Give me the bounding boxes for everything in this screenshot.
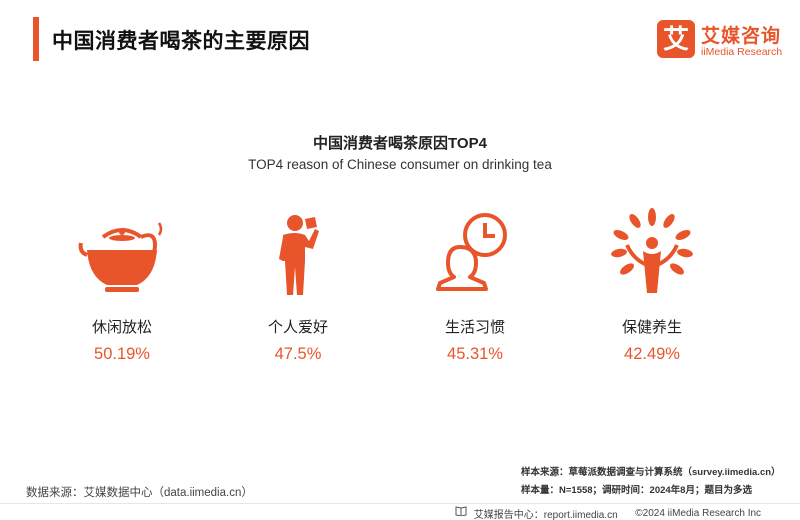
person-clock-icon [436, 213, 507, 291]
chart-subtitle: TOP4 reason of Chinese consumer on drink… [248, 157, 552, 172]
teapot-icon [78, 222, 163, 292]
reason-label: 个人爱好 [267, 319, 328, 336]
header: 中国消费者喝茶的主要原因 艾 艾媒咨询 iiMedia Research [0, 0, 800, 80]
person-drinking-icon [279, 215, 319, 295]
reason-item: 休闲放松 50.19% [52, 205, 192, 375]
logo-mark-icon: 艾 [657, 20, 695, 58]
reason-label: 休闲放松 [91, 319, 152, 336]
reason-value: 45.31% [447, 345, 503, 363]
sample-source: 样本来源：草莓派数据调查与计算系统（survey.iimedia.cn） [521, 467, 781, 478]
report-center-link[interactable]: 艾媒报告中心：report.iimedia.cn [473, 510, 618, 520]
sample-notes: 样本来源：草莓派数据调查与计算系统（survey.iimedia.cn） 样本量… [521, 464, 781, 500]
footer: 艾媒报告中心：report.iimedia.cn ©2024 iiMedia R… [455, 506, 761, 520]
reason-value: 42.49% [624, 345, 680, 363]
reason-item: 个人爱好 47.5% [228, 205, 368, 375]
data-source: 数据来源：艾媒数据中心（data.iimedia.cn） [26, 487, 253, 499]
reason-value: 50.19% [94, 345, 150, 363]
sample-info: 样本量：N=1558；调研时间：2024年8月；题目为多选 [521, 485, 752, 496]
reason-value: 47.5% [274, 345, 322, 363]
reason-label: 生活习惯 [444, 319, 505, 336]
copyright: ©2024 iiMedia Research Inc [635, 508, 762, 519]
health-tree-icon [611, 208, 693, 293]
reason-item: 保健养生 42.49% [582, 205, 722, 375]
page-title: 中国消费者喝茶的主要原因 [52, 30, 310, 53]
iimedia-logo[interactable]: 艾 艾媒咨询 iiMedia Research [657, 20, 797, 64]
logo-mark-text: 艾 [663, 25, 689, 55]
logo-text-cn: 艾媒咨询 [701, 26, 782, 47]
footer-divider [0, 503, 800, 504]
reason-label: 保健养生 [621, 319, 682, 336]
title-accent-bar [33, 17, 39, 61]
logo-text-en: iiMedia Research [701, 46, 783, 58]
chart-title: 中国消费者喝茶原因TOP4 [313, 135, 487, 152]
reason-item: 生活习惯 45.31% [405, 205, 545, 375]
report-book-icon [455, 506, 467, 517]
